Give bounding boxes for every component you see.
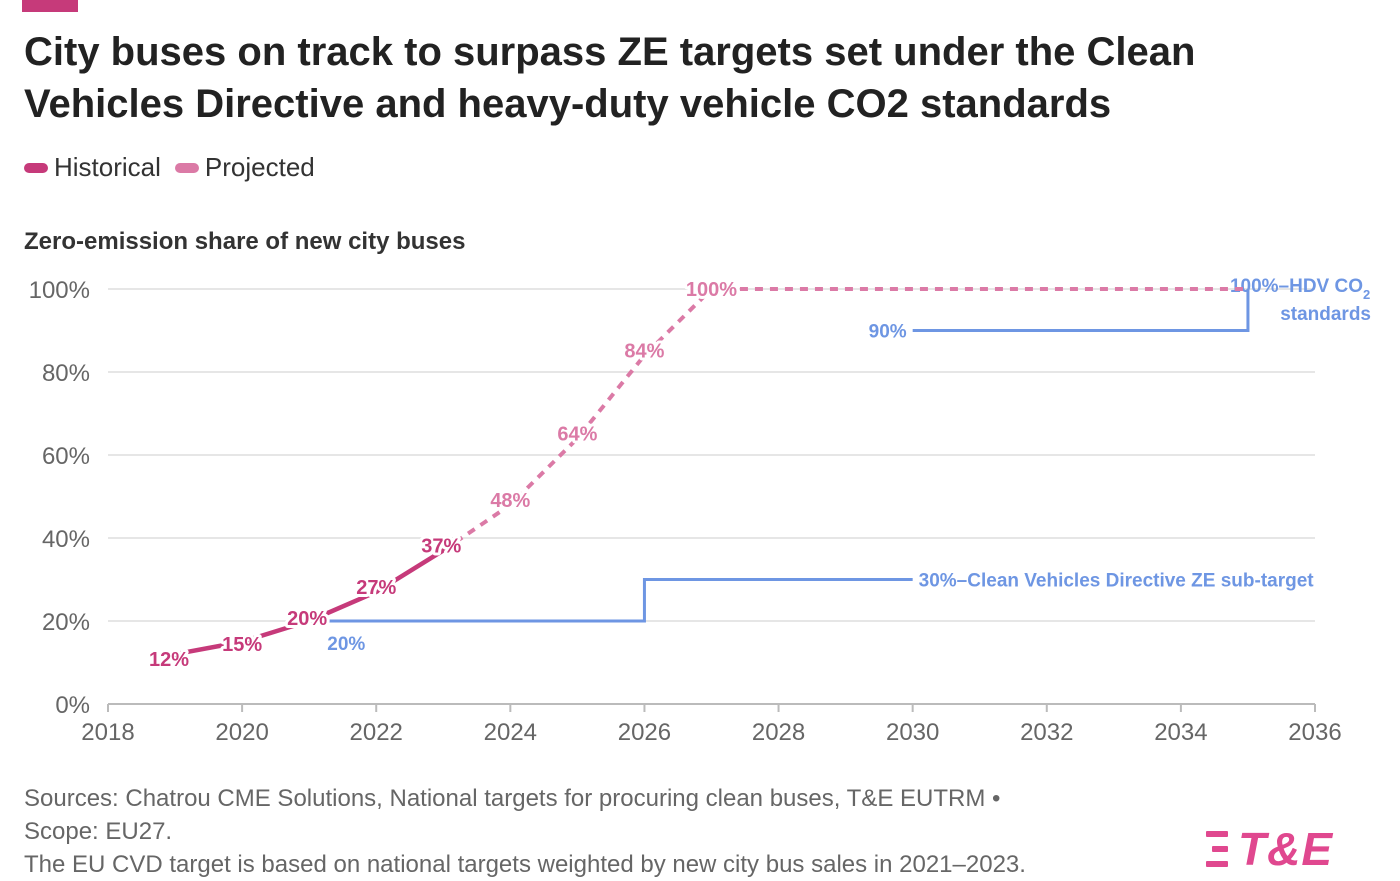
projected-data-label: 100% [686,279,737,301]
historical-data-label: 12% [149,649,189,671]
legend-label-historical: Historical [54,152,161,182]
footer-note: The EU CVD target is based on national t… [24,851,1026,878]
projected-data-label: 48% [490,490,530,512]
legend-item-historical: Historical [24,152,161,183]
x-tick-label: 2022 [350,719,403,746]
legend-item-projected: Projected [174,152,315,183]
x-tick-label: 2034 [1154,719,1207,746]
cvd-target-line [329,578,913,623]
x-tick-label: 2024 [484,719,537,746]
hdv-end-label: 100%–HDV CO2 [1230,276,1370,302]
legend-swatch-historical [24,162,48,173]
projected-data-label: 64% [557,423,597,445]
hdv-end-label-line2: standards [1280,304,1371,325]
y-tick-label: 100% [29,277,90,304]
logo-stripes-icon [1206,831,1228,867]
x-tick-label: 2018 [81,719,134,746]
y-tick-label: 60% [42,443,90,470]
x-tick-label: 2026 [618,719,671,746]
historical-line [172,548,446,657]
projected-line [442,287,1248,553]
x-tick-label: 2032 [1020,719,1073,746]
accent-bar [22,0,78,12]
projected-data-label: 84% [624,340,664,362]
footer-scope: Scope: EU27. [24,818,173,845]
historical-data-label: 27% [356,577,396,599]
x-tick-label: 2020 [215,719,268,746]
cvd-end-label: 30%–Clean Vehicles Directive ZE sub-targ… [919,571,1315,592]
historical-data-label: 37% [421,535,461,557]
chart-subtitle: Zero-emission share of new city buses [24,228,466,255]
footer: Sources: Chatrou CME Solutions, National… [24,782,1174,881]
x-tick-label: 2028 [752,719,805,746]
chart-title: City buses on track to surpass ZE target… [24,30,1196,126]
footer-sources: Sources: Chatrou CME Solutions, National… [24,785,1001,812]
te-logo: T&E [1206,826,1333,872]
logo-text: T&E [1238,823,1333,875]
x-tick-label: 2030 [886,719,939,746]
y-tick-label: 40% [42,526,90,553]
hdv-start-label: 90% [869,322,907,343]
y-tick-label: 80% [42,360,90,387]
legend-swatch-projected [174,162,199,173]
historical-data-label: 15% [222,634,262,656]
y-tick-label: 20% [42,609,90,636]
cvd-start-label: 20% [327,634,365,655]
y-tick-label: 0% [55,692,90,719]
hdv-target-line [912,289,1250,332]
x-tick-label: 2036 [1288,719,1341,746]
legend-label-projected: Projected [204,152,315,182]
historical-data-label: 20% [287,608,327,630]
legend: Historical Projected [24,152,329,183]
